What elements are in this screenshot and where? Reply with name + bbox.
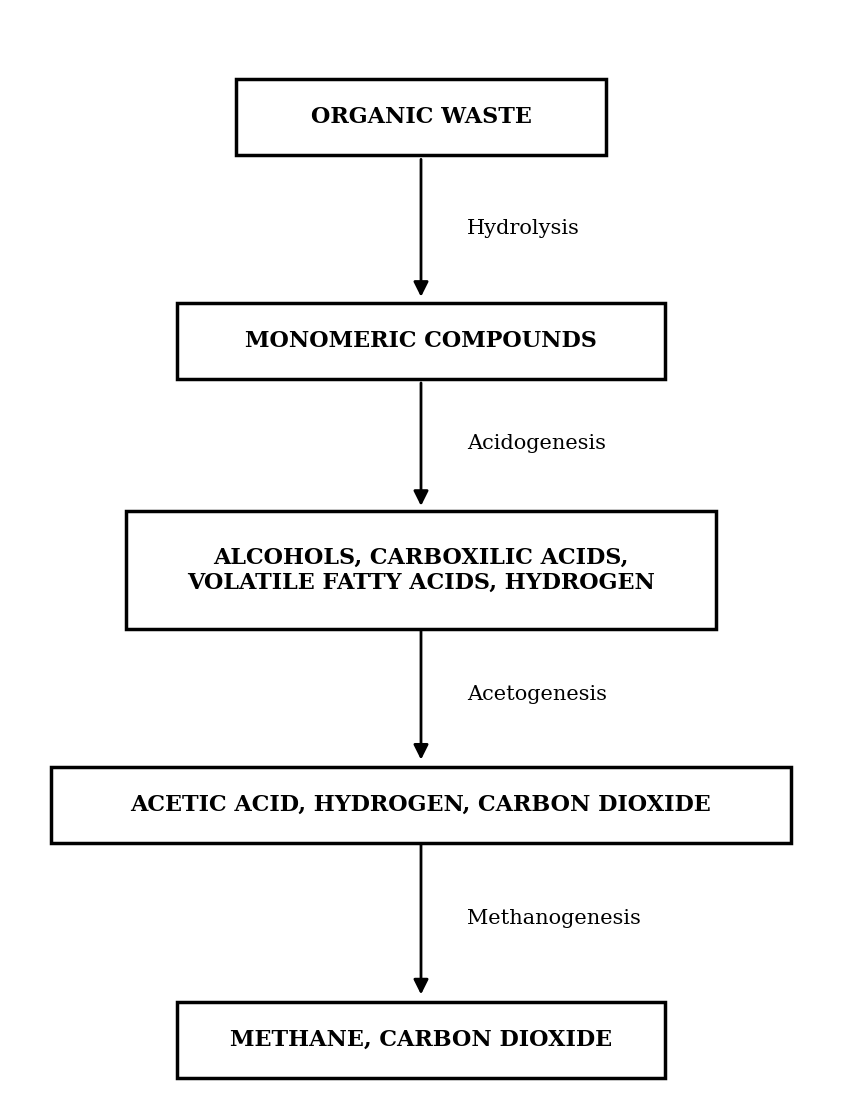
- Text: Hydrolysis: Hydrolysis: [467, 219, 580, 237]
- FancyBboxPatch shape: [236, 79, 606, 155]
- Text: ACETIC ACID, HYDROGEN, CARBON DIOXIDE: ACETIC ACID, HYDROGEN, CARBON DIOXIDE: [131, 794, 711, 816]
- Text: Acidogenesis: Acidogenesis: [467, 435, 606, 453]
- Text: METHANE, CARBON DIOXIDE: METHANE, CARBON DIOXIDE: [230, 1029, 612, 1051]
- FancyBboxPatch shape: [177, 303, 665, 379]
- Text: ALCOHOLS, CARBOXILIC ACIDS,
VOLATILE FATTY ACIDS, HYDROGEN: ALCOHOLS, CARBOXILIC ACIDS, VOLATILE FAT…: [187, 547, 655, 594]
- Text: MONOMERIC COMPOUNDS: MONOMERIC COMPOUNDS: [245, 330, 597, 352]
- Text: Methanogenesis: Methanogenesis: [467, 910, 642, 928]
- Text: ORGANIC WASTE: ORGANIC WASTE: [311, 106, 531, 129]
- Text: Acetogenesis: Acetogenesis: [467, 685, 607, 703]
- FancyBboxPatch shape: [51, 767, 791, 843]
- FancyBboxPatch shape: [177, 1002, 665, 1078]
- FancyBboxPatch shape: [126, 512, 716, 628]
